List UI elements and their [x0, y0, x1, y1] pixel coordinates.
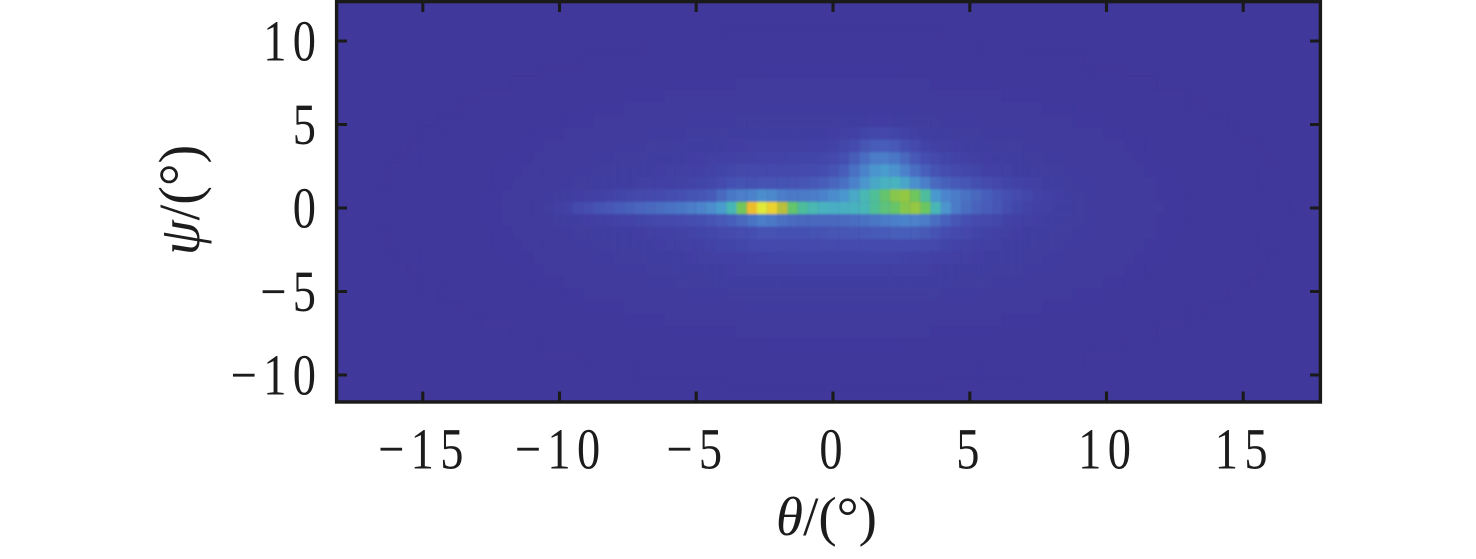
svg-text:10: 10 [263, 10, 322, 74]
svg-text:10: 10 [1078, 418, 1137, 482]
svg-text:−10: −10 [515, 418, 607, 482]
svg-text:0: 0 [293, 177, 323, 241]
svg-text:0: 0 [819, 418, 849, 482]
svg-text:−15: −15 [378, 418, 470, 482]
svg-text:15: 15 [1215, 418, 1274, 482]
svg-text:ψ/(°): ψ/(°) [148, 145, 212, 256]
svg-text:−5: −5 [260, 260, 322, 324]
svg-text:θ/(°): θ/(°) [776, 486, 877, 547]
svg-text:5: 5 [293, 93, 323, 157]
svg-text:−10: −10 [231, 344, 323, 408]
svg-text:5: 5 [956, 418, 986, 482]
svg-text:−5: −5 [666, 418, 728, 482]
